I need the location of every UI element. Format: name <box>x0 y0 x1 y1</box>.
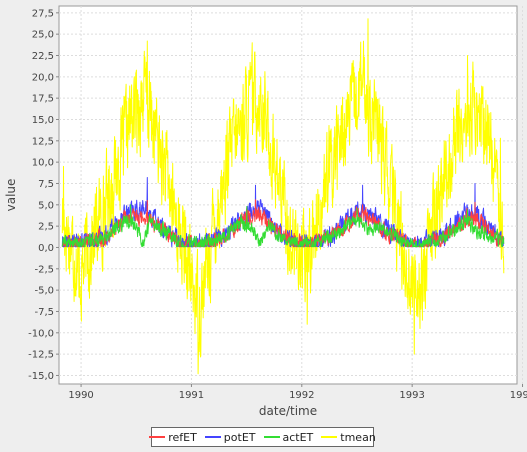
legend-label: refET <box>168 430 197 444</box>
legend-swatch <box>204 436 221 438</box>
legend-item-refET: refET <box>147 431 199 444</box>
x-tick-label: 1994 <box>510 390 527 401</box>
legend-label: tmean <box>340 430 376 444</box>
y-tick-label: 0,0 <box>38 243 54 254</box>
chart: -15,0 -12,5 -10,0 -7,5 -5,0 -2,5 0,0 2,5 5,0 7,5 1… <box>4 5 527 418</box>
y-tick-label: -10,0 <box>28 328 54 339</box>
y-tick-label: 12,5 <box>32 136 54 147</box>
y-tick-label: 25,0 <box>32 30 54 41</box>
y-tick-label: -5,0 <box>34 286 54 297</box>
y-tick-label: 7,5 <box>38 179 54 190</box>
legend-swatch <box>321 436 338 438</box>
legend-item-actET: actET <box>262 431 316 444</box>
series-line-tmean <box>61 18 505 375</box>
y-axis-ticks: -15,0 -12,5 -10,0 -7,5 -5,0 -2,5 0,0 2,5 5,0 7,5 1… <box>28 8 59 382</box>
legend-label: actET <box>282 430 314 444</box>
y-tick-label: 17,5 <box>32 94 54 105</box>
y-tick-label: -2,5 <box>34 264 54 275</box>
y-tick-label: 27,5 <box>32 8 54 19</box>
x-tick-label: 1993 <box>399 390 424 401</box>
legend-label: potET <box>223 430 256 444</box>
y-tick-label: -7,5 <box>34 307 54 318</box>
legend: refET potET actET tmean <box>149 427 376 447</box>
x-tick-label: 1991 <box>179 390 204 401</box>
y-tick-label: 22,5 <box>32 51 54 62</box>
x-axis-title: date/time <box>259 404 317 418</box>
y-axis-title: value <box>4 179 18 212</box>
legend-swatch <box>263 436 280 438</box>
x-tick-label: 1992 <box>289 390 314 401</box>
legend-item-tmean: tmean <box>319 431 378 444</box>
y-tick-label: 20,0 <box>32 72 54 83</box>
y-tick-label: 2,5 <box>38 222 54 233</box>
y-tick-label: 10,0 <box>32 158 54 169</box>
legend-swatch <box>149 436 166 438</box>
x-axis-ticks: 1990 1991 1992 1993 1994 <box>68 384 527 401</box>
series-line-actET <box>61 204 505 248</box>
y-tick-label: -15,0 <box>28 371 54 382</box>
y-tick-label: -12,5 <box>28 350 54 361</box>
x-tick-label: 1990 <box>68 390 93 401</box>
legend-item-potET: potET <box>203 431 258 444</box>
y-tick-label: 5,0 <box>38 200 54 211</box>
y-tick-label: 15,0 <box>32 115 54 126</box>
series-layer <box>61 18 505 375</box>
